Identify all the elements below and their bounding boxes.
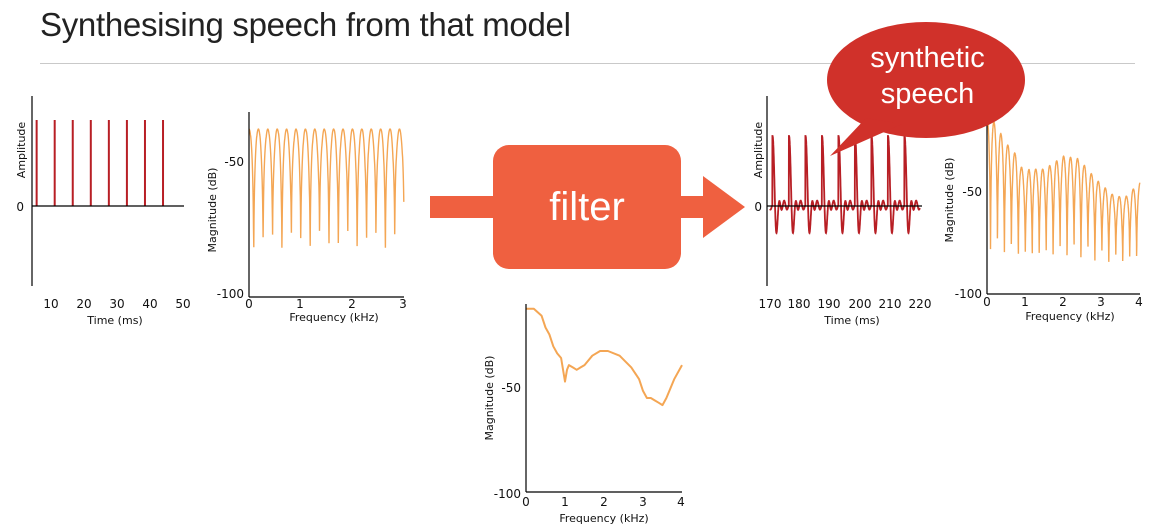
x-tick-label: 180: [788, 297, 811, 311]
callout-line-2: speech: [880, 78, 975, 110]
x-axis-label: Frequency (kHz): [289, 311, 378, 324]
callout-text: synthetic speech: [850, 40, 1005, 112]
x-tick-label: 50: [175, 297, 190, 311]
spectrum-line: [986, 116, 1141, 262]
x-tick-label: 170: [759, 297, 782, 311]
impulse-train-chart: 0 Amplitude 10 20 30 40 50 Time (ms): [15, 96, 191, 327]
callout-bubble: [827, 22, 1025, 156]
y-axis-label: Magnitude (dB): [206, 168, 219, 253]
filter-box: filter: [493, 145, 681, 269]
y-axis-label: Amplitude: [752, 122, 765, 179]
y-tick-label: -100: [217, 287, 244, 301]
spectrum-line: [248, 128, 405, 248]
x-tick-label: 2: [348, 297, 356, 311]
x-tick-label: 2: [1059, 295, 1067, 309]
x-tick-label: 0: [522, 495, 530, 509]
y-axis-label: Magnitude (dB): [943, 158, 956, 243]
x-tick-label: 190: [818, 297, 841, 311]
y-tick-label: -50: [962, 185, 982, 199]
y-tick-label: -100: [494, 487, 521, 501]
filter-response-line: [526, 307, 683, 407]
y-tick-label: 0: [754, 200, 762, 214]
x-tick-label: 0: [245, 297, 253, 311]
y-tick-label: -100: [955, 287, 982, 301]
y-axis-label: Amplitude: [15, 122, 28, 179]
x-tick-label: 210: [879, 297, 902, 311]
x-tick-label: 3: [1097, 295, 1105, 309]
title-divider: [40, 63, 1135, 64]
x-tick-label: 1: [296, 297, 304, 311]
x-tick-label: 220: [909, 297, 932, 311]
y-axis-label: Magnitude (dB): [483, 356, 496, 441]
filter-label: filter: [549, 184, 625, 229]
x-tick-label: 20: [76, 297, 91, 311]
x-tick-label: 200: [849, 297, 872, 311]
synthetic-waveform-chart: 0 Amplitude 170 180 190 200 210 220 Time…: [752, 96, 932, 327]
y-tick-label: -50: [501, 381, 521, 395]
x-tick-label: 4: [677, 495, 685, 509]
slide-title: Synthesising speech from that model: [40, 6, 571, 43]
filter-response-chart: -50 -100 Magnitude (dB) 0 1 2 3 4 Freque…: [483, 304, 685, 525]
x-tick-label: 30: [109, 297, 124, 311]
x-axis-label: Time (ms): [823, 314, 879, 327]
x-tick-label: 10: [43, 297, 58, 311]
x-axis-label: Frequency (kHz): [559, 512, 648, 525]
x-tick-label: 0: [983, 295, 991, 309]
synthetic-spectrum-chart: -50 -100 Magnitude (dB) 0 1 2 3 4 Freque…: [943, 112, 1143, 323]
x-tick-label: 1: [561, 495, 569, 509]
x-tick-label: 4: [1135, 295, 1143, 309]
filter-arrow: [430, 176, 745, 238]
y-tick-label: 0: [16, 200, 24, 214]
x-tick-label: 1: [1021, 295, 1029, 309]
y-tick-label: -50: [224, 155, 244, 169]
x-tick-label: 3: [639, 495, 647, 509]
x-axis-label: Time (ms): [86, 314, 142, 327]
x-tick-label: 40: [142, 297, 157, 311]
callout-line-1: synthetic: [870, 42, 985, 74]
excitation-spectrum-chart: -50 -100 Magnitude (dB) 0 1 2 3 Frequenc…: [206, 112, 407, 324]
x-tick-label: 3: [399, 297, 407, 311]
x-axis-label: Frequency (kHz): [1025, 310, 1114, 323]
x-tick-label: 2: [600, 495, 608, 509]
